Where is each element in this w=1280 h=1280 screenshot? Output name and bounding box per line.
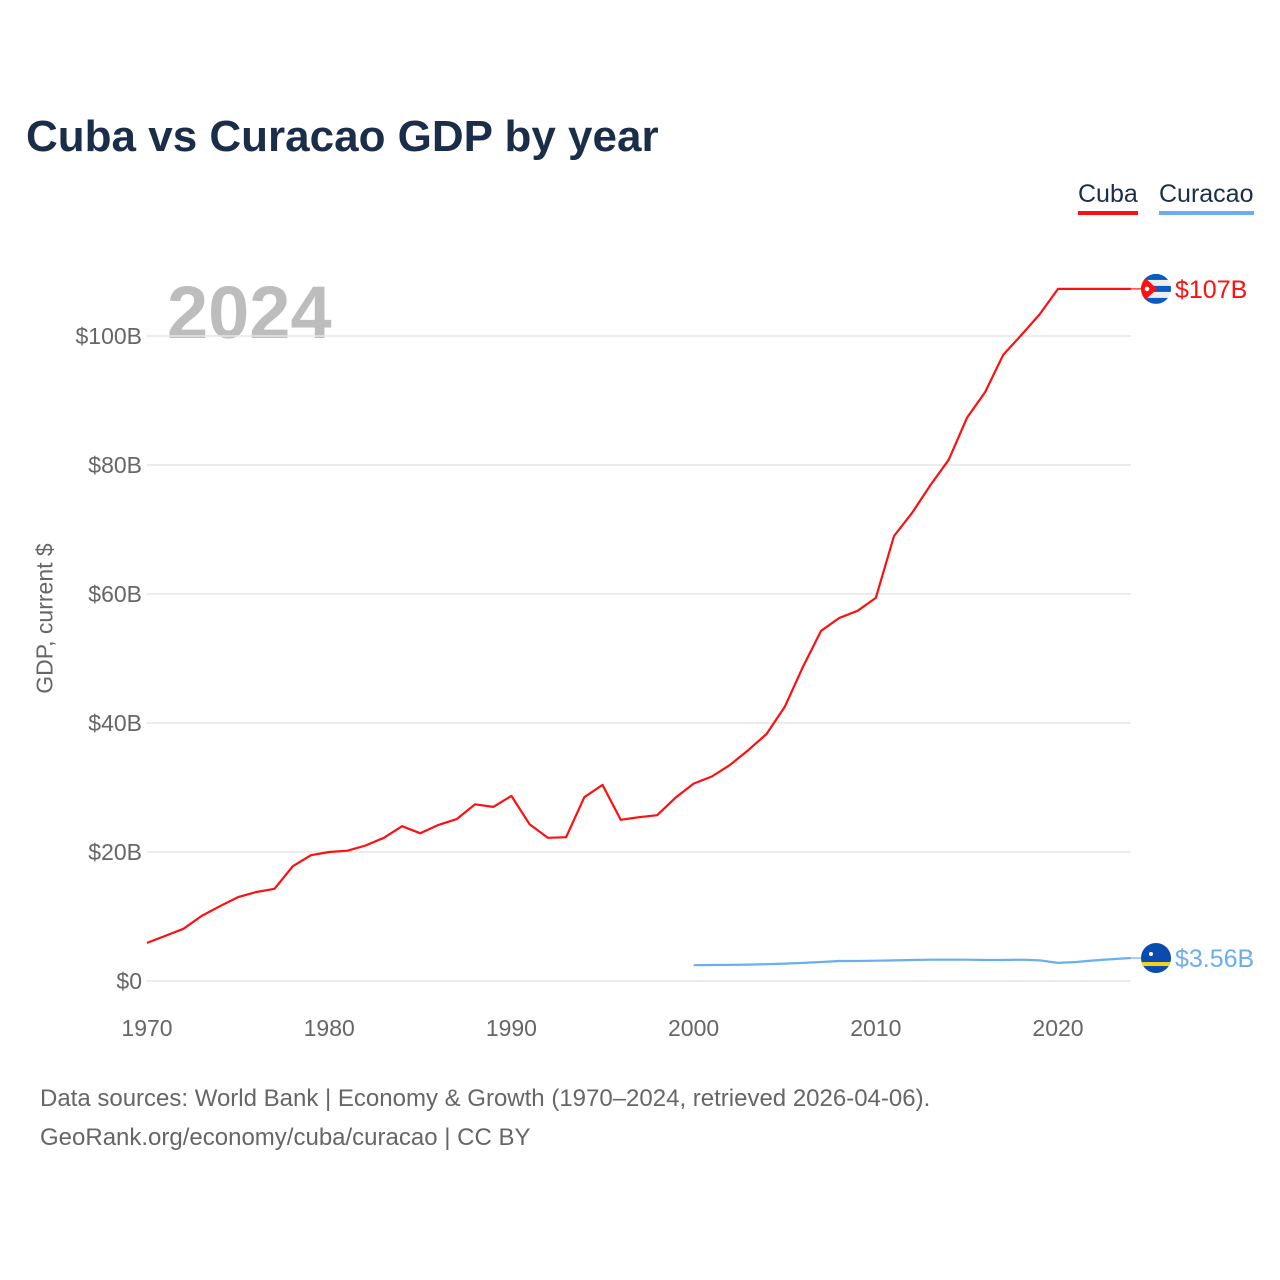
y-tick-label: $100B — [75, 323, 142, 349]
x-tick-label: 2000 — [668, 1015, 719, 1041]
y-tick-label: $40B — [88, 710, 142, 736]
footer-sources: Data sources: World Bank | Economy & Gro… — [40, 1085, 931, 1112]
x-tick-label: 2010 — [850, 1015, 901, 1041]
end-value-label-curacao: $3.56B — [1175, 945, 1254, 973]
x-tick-label: 1970 — [121, 1015, 172, 1041]
x-tick-label: 1990 — [486, 1015, 537, 1041]
cuba-flag-icon — [1141, 273, 1171, 304]
year-watermark: 2024 — [167, 271, 332, 354]
x-tick-label: 1980 — [304, 1015, 355, 1041]
curacao-flag-icon — [1141, 943, 1171, 974]
y-tick-label: $80B — [88, 452, 142, 478]
chart-title: Cuba vs Curacao GDP by year — [26, 112, 659, 161]
y-tick-label: $0 — [116, 968, 142, 994]
legend-cuba[interactable]: Cuba — [1078, 180, 1138, 215]
y-tick-label: $60B — [88, 581, 142, 607]
footer-url[interactable]: GeoRank.org/economy/cuba/curacao | CC BY — [40, 1124, 531, 1151]
series-line-cuba — [146, 287, 1131, 944]
legend-curacao[interactable]: Curacao — [1159, 180, 1254, 215]
series-line-curacao — [693, 956, 1131, 967]
end-value-label-cuba: $107B — [1175, 276, 1247, 304]
x-tick-label: 2020 — [1032, 1015, 1083, 1041]
y-tick-label: $20B — [88, 839, 142, 865]
